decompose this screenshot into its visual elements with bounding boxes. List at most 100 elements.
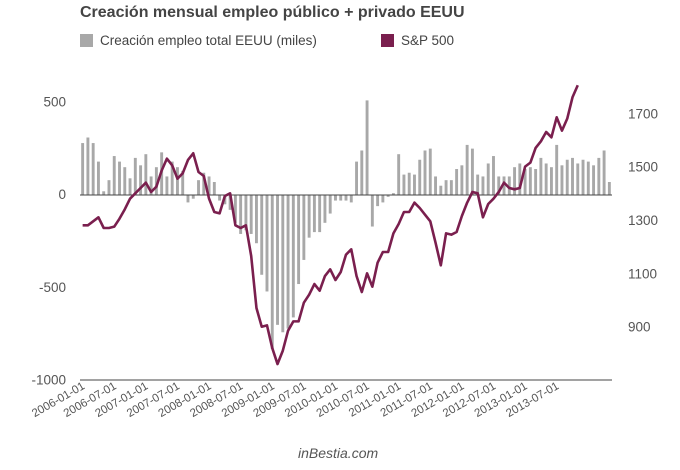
bar-jobs bbox=[455, 169, 459, 195]
bar-jobs bbox=[102, 191, 106, 195]
bar-jobs bbox=[328, 195, 332, 214]
bar-jobs bbox=[355, 161, 358, 195]
y-right-tick-label: 1500 bbox=[628, 160, 658, 175]
bar-jobs bbox=[91, 143, 95, 195]
bar-jobs bbox=[528, 167, 532, 195]
source-credit: inBestia.com bbox=[298, 445, 379, 461]
legend-item-jobs: Creación empleo total EEUU (miles) bbox=[80, 33, 317, 48]
bar-jobs bbox=[286, 195, 290, 329]
bar-jobs bbox=[154, 167, 158, 195]
chart-title: Creación mensual empleo público + privad… bbox=[80, 4, 465, 21]
bar-jobs bbox=[270, 195, 274, 349]
bar-jobs bbox=[181, 170, 185, 195]
bar-jobs bbox=[534, 169, 538, 195]
bar-jobs bbox=[418, 159, 422, 195]
bar-jobs bbox=[81, 143, 85, 195]
bar-jobs bbox=[428, 148, 432, 196]
bar-jobs bbox=[381, 195, 385, 203]
bar-jobs bbox=[265, 195, 269, 292]
y-right-tick-label: 900 bbox=[628, 320, 651, 335]
bar-jobs bbox=[170, 161, 174, 195]
bar-jobs bbox=[586, 161, 590, 195]
bar-jobs bbox=[228, 195, 232, 210]
bar-jobs bbox=[391, 193, 395, 195]
bar-jobs bbox=[597, 157, 601, 195]
bar-jobs bbox=[291, 195, 295, 318]
bar-jobs bbox=[544, 163, 548, 195]
bar-jobs bbox=[571, 157, 574, 195]
bar-jobs bbox=[144, 154, 148, 195]
bar-jobs bbox=[370, 195, 374, 227]
y-right-tick-label: 1300 bbox=[628, 213, 658, 228]
bar-jobs bbox=[86, 137, 90, 195]
bar-jobs bbox=[470, 148, 474, 196]
bar-jobs bbox=[112, 156, 116, 195]
bar-jobs bbox=[492, 156, 495, 195]
bar-jobs bbox=[439, 185, 443, 195]
bar-jobs bbox=[497, 176, 501, 195]
bar-jobs bbox=[576, 163, 580, 195]
bar-jobs bbox=[276, 195, 279, 325]
bar-jobs bbox=[312, 195, 316, 233]
bar-jobs bbox=[449, 180, 453, 195]
bar-jobs bbox=[360, 150, 364, 195]
bar-jobs bbox=[249, 195, 253, 234]
bar-jobs bbox=[397, 154, 401, 195]
bar-jobs bbox=[207, 176, 211, 195]
legend-label-sp500: S&P 500 bbox=[401, 33, 455, 48]
bar-jobs bbox=[365, 100, 369, 195]
bar-jobs bbox=[128, 178, 132, 195]
bar-jobs bbox=[244, 195, 248, 231]
bar-jobs bbox=[465, 144, 469, 195]
bar-jobs bbox=[592, 165, 596, 195]
bar-jobs bbox=[218, 195, 222, 201]
bar-jobs bbox=[460, 165, 464, 195]
bar-jobs bbox=[133, 157, 137, 195]
y-right-tick-label: 1100 bbox=[628, 266, 657, 281]
bar-jobs bbox=[307, 195, 311, 238]
bar-jobs bbox=[376, 195, 380, 207]
bar-jobs bbox=[413, 174, 416, 195]
bar-jobs bbox=[118, 161, 121, 195]
bar-jobs bbox=[302, 195, 306, 260]
bar-jobs bbox=[423, 150, 427, 195]
bar-jobs bbox=[165, 176, 169, 195]
bar-jobs bbox=[602, 150, 606, 195]
bar-jobs bbox=[255, 195, 258, 244]
bar-jobs bbox=[581, 159, 585, 195]
bar-jobs bbox=[444, 180, 448, 195]
bar-jobs bbox=[513, 167, 517, 195]
bar-jobs bbox=[476, 174, 480, 195]
bar-jobs bbox=[507, 176, 511, 195]
bar-jobs bbox=[233, 195, 237, 223]
y-right-tick-label: 1700 bbox=[628, 106, 658, 121]
bar-jobs bbox=[323, 195, 327, 223]
bar-jobs bbox=[502, 176, 506, 195]
bar-jobs bbox=[434, 176, 437, 195]
bar-jobs bbox=[318, 195, 322, 233]
bar-jobs bbox=[149, 176, 153, 195]
bar-jobs bbox=[139, 165, 143, 195]
bar-jobs bbox=[560, 165, 564, 195]
bar-jobs bbox=[202, 172, 206, 195]
bar-jobs bbox=[386, 195, 390, 197]
bar-jobs bbox=[197, 180, 200, 195]
bar-jobs bbox=[260, 195, 264, 275]
y-left-tick-label: -500 bbox=[39, 280, 66, 295]
bar-jobs bbox=[539, 157, 543, 195]
y-left-tick-label: 0 bbox=[58, 187, 66, 202]
bar-jobs bbox=[407, 172, 411, 195]
bar-jobs bbox=[607, 182, 611, 195]
bar-jobs bbox=[402, 174, 406, 195]
bar-jobs bbox=[239, 195, 243, 234]
y-left-tick-label: 500 bbox=[43, 94, 66, 109]
bar-jobs bbox=[349, 195, 353, 203]
bar-jobs bbox=[96, 161, 100, 195]
bar-jobs bbox=[281, 195, 285, 333]
bar-jobs bbox=[344, 195, 348, 201]
bar-jobs bbox=[339, 195, 343, 201]
legend-swatch-line bbox=[381, 34, 394, 47]
bar-jobs bbox=[334, 195, 337, 201]
y-left-tick-label: -1000 bbox=[31, 373, 66, 388]
bar-jobs bbox=[212, 182, 216, 195]
